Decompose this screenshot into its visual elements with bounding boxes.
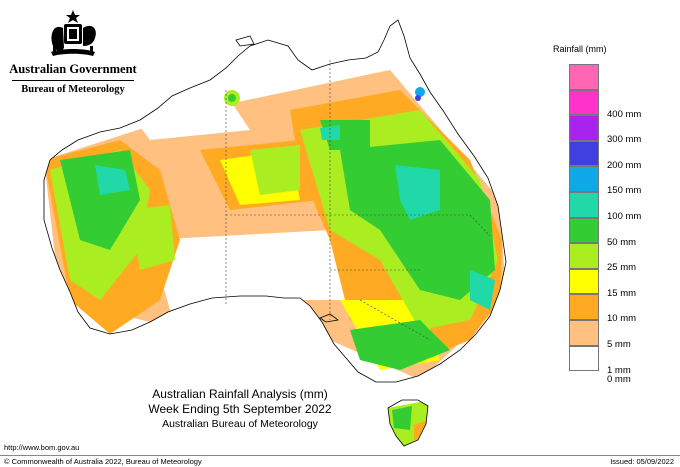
legend-swatch (569, 140, 599, 167)
legend-label: 1 mm (607, 364, 631, 376)
government-logo-block: Australian Government Bureau of Meteorol… (8, 8, 138, 95)
legend-label: 400 mm (607, 108, 642, 120)
coastline (43, 19, 507, 447)
map-source: Australian Bureau of Meteorology (162, 418, 318, 430)
legend-label: 25 mm (607, 262, 637, 274)
legend-label: 100 mm (607, 210, 642, 222)
legend-label: 15 mm (607, 287, 637, 299)
coat-of-arms-icon (51, 10, 96, 56)
legend-swatch (569, 243, 599, 269)
legend-swatch (569, 217, 599, 244)
legend-label: 5 mm (607, 338, 631, 350)
copyright-notice: © Commonwealth of Australia 2022, Bureau… (4, 457, 202, 466)
legend-swatch (569, 64, 599, 90)
rainfall-map (43, 19, 507, 447)
legend-label: 300 mm (607, 134, 642, 146)
legend-swatch (569, 191, 599, 218)
government-name: Australian Government (9, 62, 137, 76)
legend-swatch (569, 115, 599, 141)
map-title: Australian Rainfall Analysis (mm) (152, 387, 328, 401)
legend-swatch (569, 89, 599, 116)
issued-date: Issued: 05/09/2022 (610, 457, 674, 466)
legend-swatch (569, 166, 599, 192)
legend-swatch (569, 294, 599, 320)
legend-swatch (569, 319, 599, 346)
map-title-block: Australian Rainfall Analysis (mm) Week E… (120, 387, 360, 431)
legend-title: Rainfall (mm) (553, 44, 607, 54)
state-borders (225, 60, 491, 341)
legend-swatch (569, 345, 599, 372)
footer-divider (0, 455, 680, 456)
legend-swatch (569, 268, 599, 295)
legend-label: 10 mm (607, 313, 637, 325)
website-url: http://www.bom.gov.au (4, 443, 80, 452)
legend-label: 150 mm (607, 185, 642, 197)
logo-divider (12, 80, 134, 81)
bureau-name: Bureau of Meteorology (21, 84, 125, 95)
legend-label: 0 mm (607, 374, 631, 386)
map-subtitle: Week Ending 5th September 2022 (148, 402, 332, 416)
legend-label: 200 mm (607, 159, 642, 171)
legend-label: 50 mm (607, 236, 637, 248)
